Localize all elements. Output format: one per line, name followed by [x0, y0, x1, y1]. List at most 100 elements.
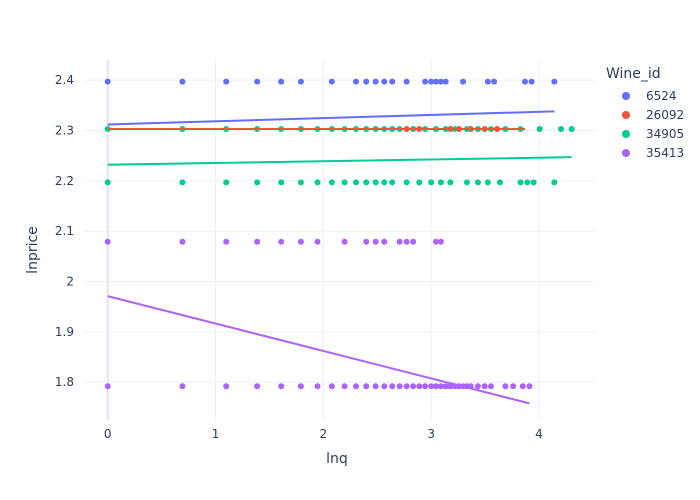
data-point — [223, 179, 230, 186]
data-point — [410, 383, 417, 390]
data-point — [403, 78, 410, 85]
data-point — [278, 78, 285, 85]
data-point — [403, 238, 410, 245]
trendline-35413 — [107, 295, 530, 405]
legend-label: 26092 — [646, 108, 684, 122]
data-point — [254, 179, 261, 186]
data-point — [474, 383, 481, 390]
data-point — [432, 238, 439, 245]
data-point — [278, 179, 285, 186]
x-tick-label: 4 — [535, 427, 543, 441]
data-point — [179, 78, 186, 85]
data-point — [223, 238, 230, 245]
data-point — [372, 383, 379, 390]
x-tick-label: 3 — [427, 427, 435, 441]
legend: Wine_id 6524 26092 34905 35413 — [606, 66, 684, 160]
data-point — [314, 179, 321, 186]
x-axis-ticks: 0 1 2 3 4 — [104, 427, 543, 441]
data-point — [422, 383, 429, 390]
data-point — [314, 238, 321, 245]
data-point — [254, 238, 261, 245]
data-point — [432, 78, 439, 85]
data-point — [496, 179, 503, 186]
legend-label: 34905 — [646, 127, 684, 141]
data-point — [352, 383, 359, 390]
data-point — [487, 383, 494, 390]
data-point — [223, 78, 230, 85]
legend-item[interactable]: 34905 — [622, 127, 684, 141]
y-tick-label: 2 — [66, 275, 74, 289]
data-point — [104, 238, 111, 245]
data-point — [381, 383, 388, 390]
data-point — [528, 78, 535, 85]
data-point — [491, 78, 498, 85]
trendline-34905 — [107, 156, 572, 166]
data-point — [341, 179, 348, 186]
y-tick-label: 2.4 — [55, 73, 74, 87]
data-point — [372, 78, 379, 85]
data-point — [389, 383, 396, 390]
trendline-6524 — [107, 110, 555, 126]
x-tick-label: 1 — [212, 427, 220, 441]
data-point — [481, 383, 488, 390]
x-axis-title: lnq — [326, 451, 348, 467]
data-point — [517, 179, 524, 186]
data-point — [352, 179, 359, 186]
series-35413 — [104, 238, 533, 390]
data-point — [437, 238, 444, 245]
data-point — [297, 383, 304, 390]
data-point — [223, 383, 230, 390]
data-point — [437, 383, 444, 390]
legend-item[interactable]: 6524 — [622, 89, 677, 103]
data-point — [278, 238, 285, 245]
data-point — [447, 179, 454, 186]
data-point — [403, 383, 410, 390]
data-point — [341, 383, 348, 390]
data-point — [104, 78, 111, 85]
data-point — [328, 179, 335, 186]
data-point — [416, 383, 423, 390]
data-point — [422, 78, 429, 85]
series-34905 — [104, 125, 575, 186]
data-point — [254, 383, 261, 390]
data-point — [463, 179, 470, 186]
data-point — [363, 78, 370, 85]
data-point — [551, 78, 558, 85]
data-point — [363, 179, 370, 186]
data-point — [510, 383, 517, 390]
data-point — [314, 383, 321, 390]
data-point — [437, 78, 444, 85]
data-point — [526, 383, 533, 390]
y-tick-label: 2.1 — [55, 224, 74, 238]
data-point — [352, 78, 359, 85]
legend-label: 6524 — [646, 89, 677, 103]
legend-marker — [622, 149, 630, 157]
data-point — [328, 78, 335, 85]
data-point — [372, 179, 379, 186]
data-point — [428, 179, 435, 186]
data-point — [519, 383, 526, 390]
data-point — [558, 125, 565, 132]
data-point — [416, 179, 423, 186]
data-point — [278, 383, 285, 390]
legend-marker — [622, 111, 630, 119]
legend-item[interactable]: 35413 — [622, 146, 684, 160]
data-point — [442, 383, 449, 390]
data-point — [502, 383, 509, 390]
data-point — [484, 179, 491, 186]
data-point — [530, 179, 537, 186]
data-point — [328, 383, 335, 390]
data-point — [460, 78, 467, 85]
y-tick-label: 1.9 — [55, 325, 74, 339]
legend-item[interactable]: 26092 — [622, 108, 684, 122]
x-tick-label: 0 — [104, 427, 112, 441]
y-axis-ticks: 1.8 1.9 2 2.1 2.2 2.3 2.4 — [55, 73, 74, 389]
data-point — [428, 78, 435, 85]
data-point — [484, 78, 491, 85]
data-point — [104, 383, 111, 390]
series-6524 — [104, 78, 558, 85]
data-point — [179, 179, 186, 186]
data-point — [536, 125, 543, 132]
legend-title: Wine_id — [606, 66, 661, 82]
data-point — [363, 238, 370, 245]
